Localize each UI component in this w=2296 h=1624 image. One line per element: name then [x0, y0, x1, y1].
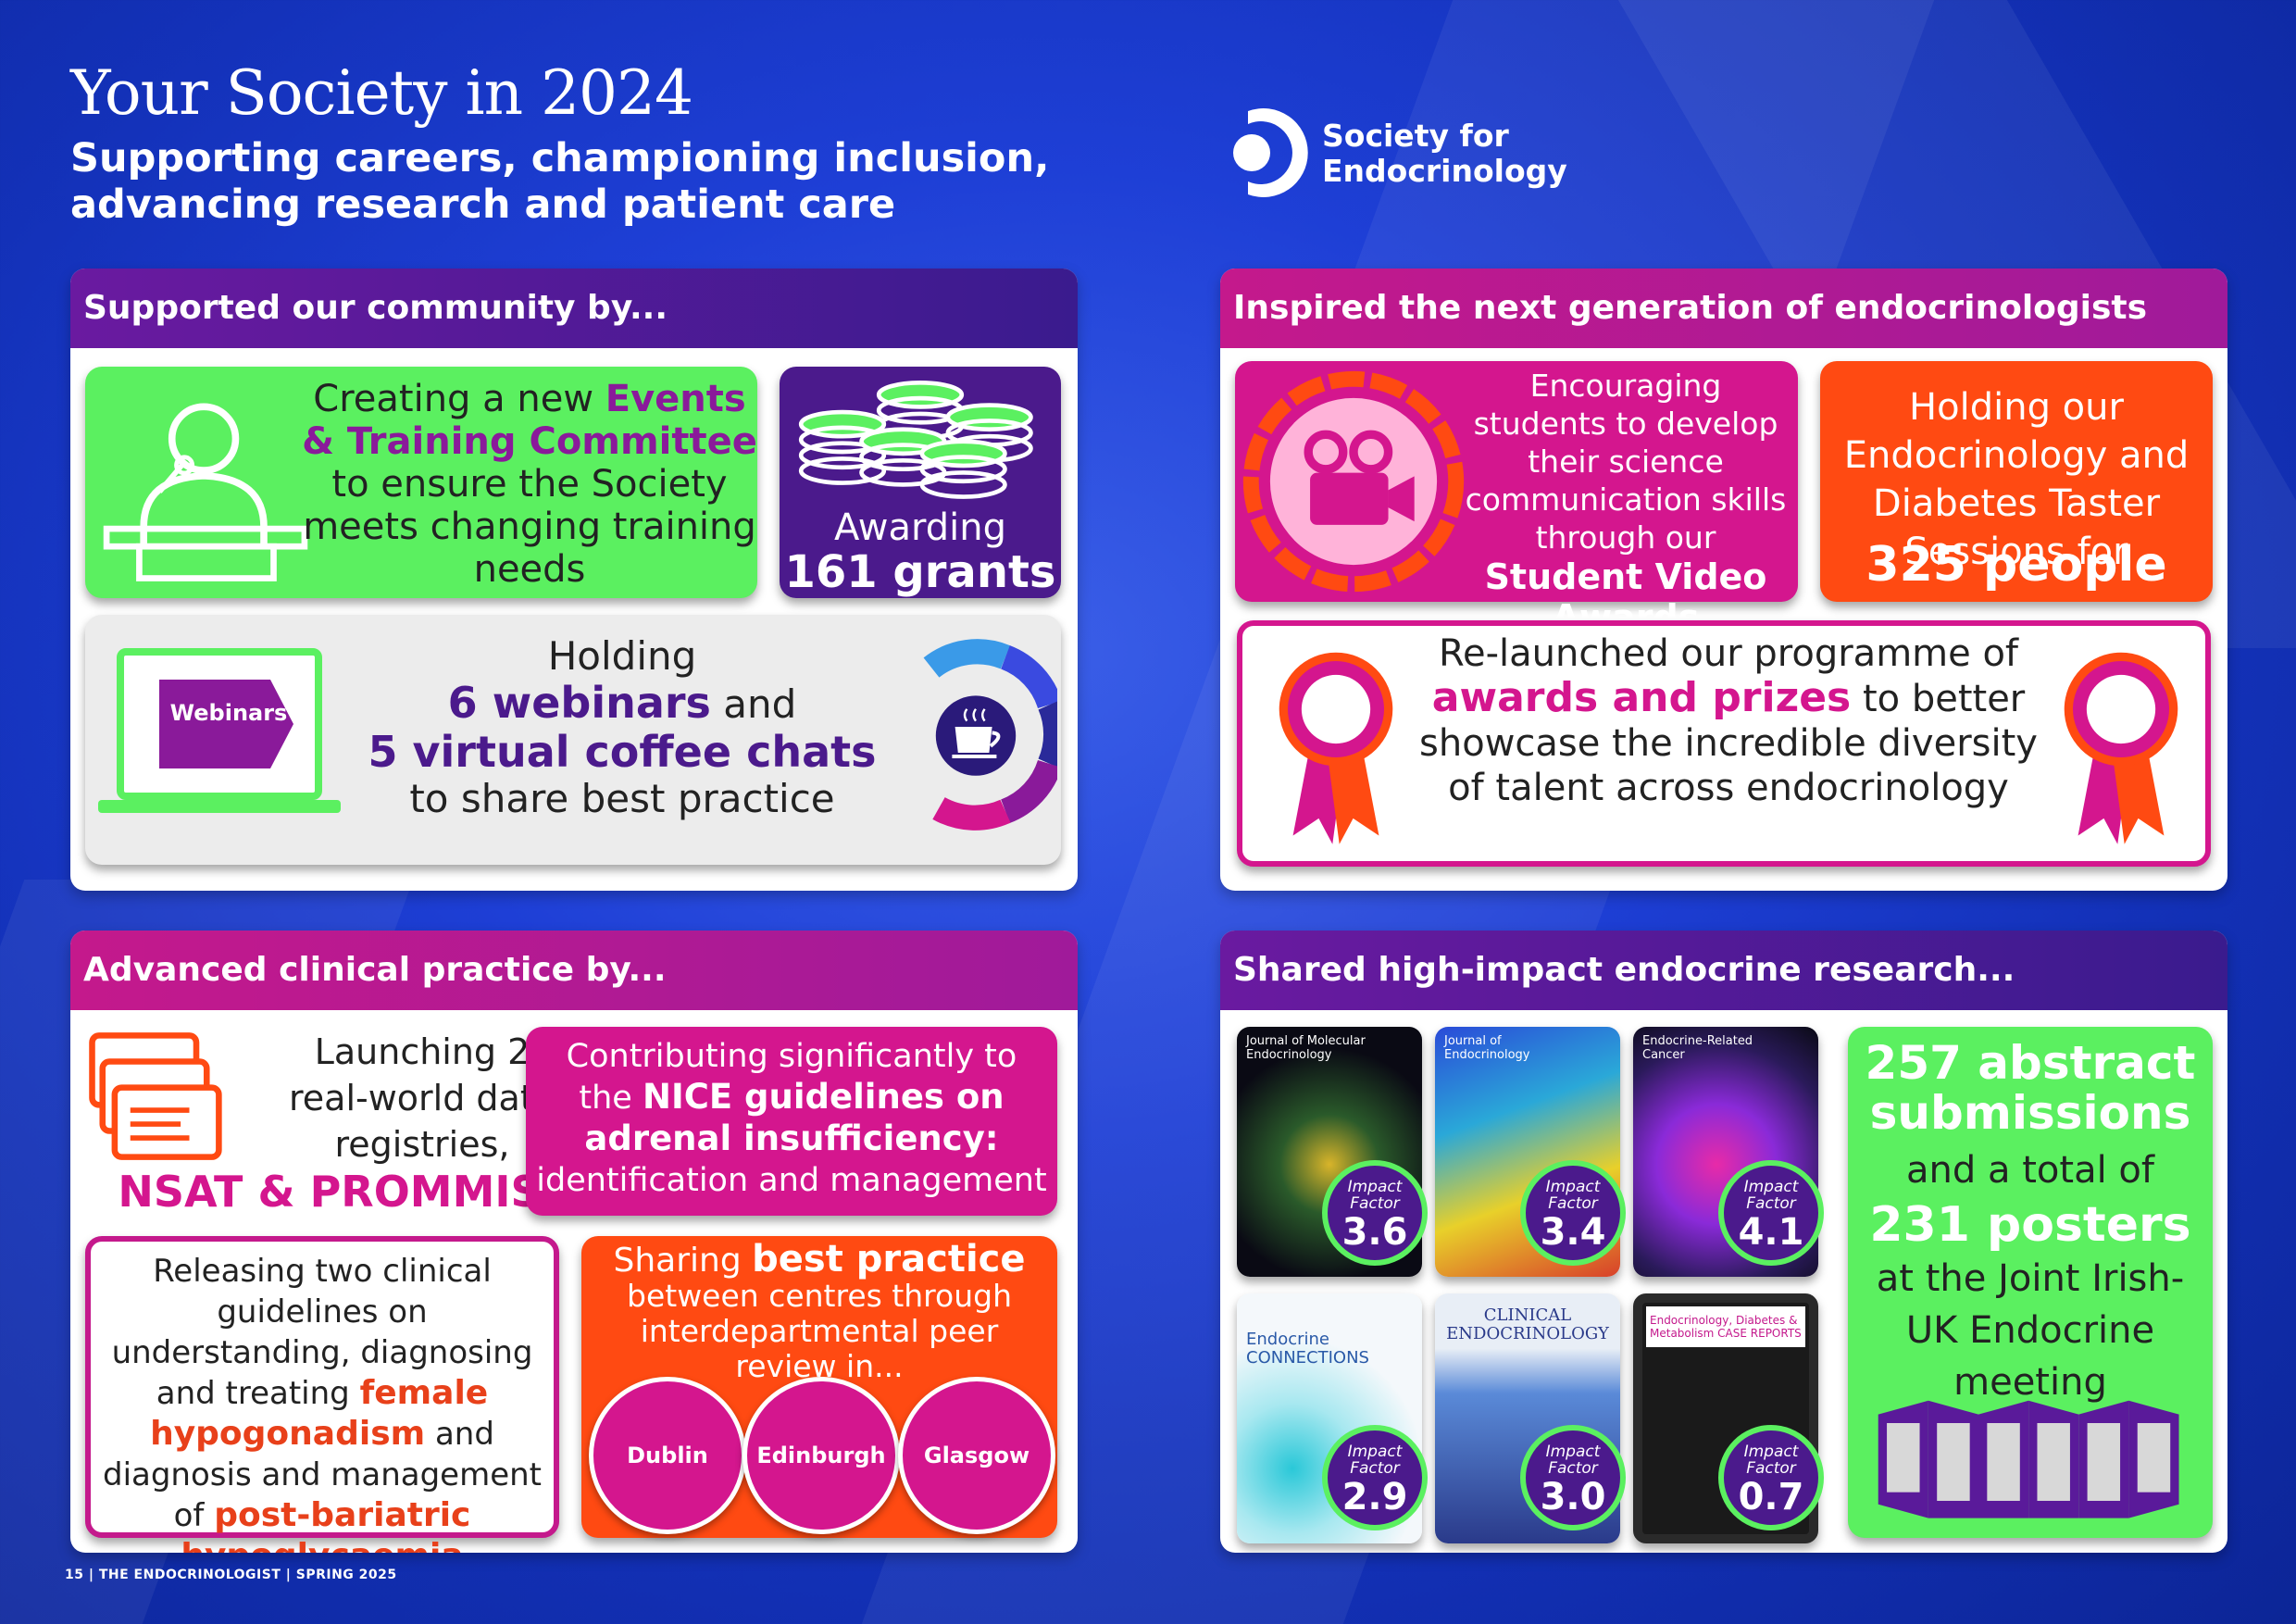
coffee-cup-icon	[923, 639, 1057, 831]
taster-text-pre: Holding our Endocrinology and Diabetes T…	[1843, 386, 2190, 573]
impact-label: Impact Factor	[1743, 1178, 1799, 1213]
video-camera-icon	[1242, 370, 1465, 593]
taster-card: Holding our Endocrinology and Diabetes T…	[1820, 361, 2213, 602]
impact-factor-badge: Impact Factor 2.9	[1322, 1425, 1428, 1530]
journal-title: Journal of Endocrinology	[1444, 1034, 1530, 1062]
abstracts-text-2: at the Joint Irish-UK Endocrine meeting	[1876, 1257, 2185, 1404]
webinars-text-mid: and	[710, 681, 797, 727]
webinars-text-post: to share best practice	[409, 776, 835, 821]
generation-heading: Inspired the next generation of endocrin…	[1220, 269, 2227, 406]
awards-text-post: to better showcase the incredible divers…	[1419, 678, 2038, 809]
city-glasgow: Glasgow	[898, 1377, 1055, 1534]
coin-stacks-icon	[798, 381, 1033, 499]
taster-highlight: 325 people	[1866, 537, 2167, 593]
impact-label: Impact Factor	[1743, 1443, 1799, 1478]
impact-factor-badge: Impact Factor 4.1	[1718, 1160, 1824, 1266]
impact-value: 4.1	[1738, 1211, 1804, 1254]
peer-highlight: best practice	[752, 1238, 1026, 1280]
registries-text-pre: Launching 2 real-world data registries,	[288, 1031, 556, 1165]
logo-mark-icon	[1233, 108, 1308, 197]
research-panel: Shared high-impact endocrine research...…	[1220, 931, 2227, 1553]
generation-panel: Inspired the next generation of endocrin…	[1220, 269, 2227, 891]
journal-title: Endocrine-Related Cancer	[1642, 1034, 1753, 1062]
committee-card: Creating a new Events & Training Committ…	[85, 367, 757, 598]
guidelines-highlight-1: female hypogonadism	[150, 1374, 489, 1453]
nice-card: Contributing significantly to the NICE g…	[526, 1027, 1057, 1216]
nice-text-pre: Contributing significantly to the	[566, 1038, 1017, 1117]
abstracts-highlight-2: 231 posters	[1869, 1197, 2191, 1253]
impact-label: Impact Factor	[1545, 1178, 1601, 1213]
webinars-text-pre: Holding	[547, 633, 697, 679]
guidelines-text-pre: Releasing two clinical guidelines on und…	[111, 1253, 533, 1412]
laptop-icon	[98, 648, 341, 813]
journal-title: CLINICAL ENDOCRINOLOGY	[1446, 1305, 1609, 1343]
peer-review-card: Sharing best practice between centres th…	[581, 1236, 1057, 1538]
grants-card: Awarding 161 grants	[780, 367, 1061, 598]
impact-factor-badge: Impact Factor 3.4	[1520, 1160, 1626, 1266]
abstracts-highlight-1: 257 abstract submissions	[1865, 1036, 2196, 1140]
community-panel: Supported our community by... Creating a…	[70, 269, 1078, 891]
city-dublin: Dublin	[589, 1377, 746, 1534]
video-card: Encouraging students to develop their sc…	[1235, 361, 1798, 638]
awards-text-pre: Re-launched our programme of	[1439, 632, 2018, 675]
nice-text-post: identification and management	[536, 1162, 1047, 1199]
page-subtitle: Supporting careers, championing inclusio…	[70, 135, 1050, 228]
nice-highlight: NICE guidelines on adrenal insufficiency…	[584, 1077, 1004, 1158]
abstracts-text-1: and a total of	[1906, 1149, 2154, 1192]
impact-label: Impact Factor	[1347, 1178, 1403, 1213]
folders-icon	[89, 1032, 222, 1160]
impact-factor-badge: Impact Factor 0.7	[1718, 1425, 1824, 1530]
impact-value: 2.9	[1341, 1476, 1408, 1518]
video-text-pre: Encouraging students to develop their sc…	[1465, 368, 1787, 556]
impact-label: Impact Factor	[1347, 1443, 1403, 1478]
city-edinburgh: Edinburgh	[742, 1377, 900, 1534]
grants-text-pre: Awarding	[834, 506, 1006, 549]
impact-factor-badge: Impact Factor 3.6	[1322, 1160, 1428, 1266]
registries-highlight: NSAT & PROMMIS	[118, 1167, 542, 1217]
impact-factor-badge: Impact Factor 3.0	[1520, 1425, 1626, 1530]
journal-title: Endocrine CONNECTIONS	[1246, 1330, 1369, 1368]
guidelines-highlight-2: post-bariatric hypoglycaemia	[181, 1496, 471, 1553]
committee-text-post: to ensure the Society meets changing tra…	[303, 463, 756, 591]
impact-value: 0.7	[1738, 1476, 1804, 1518]
rosette-icon	[2064, 652, 2178, 844]
peer-text-post: between centres through interdepartmenta…	[627, 1278, 1012, 1384]
guidelines-card: Releasing two clinical guidelines on und…	[85, 1236, 559, 1553]
awards-highlight: awards and prizes	[1431, 674, 1852, 721]
awards-card: Re-launched our programme of awards and …	[1237, 620, 2211, 867]
webinars-card: Webinars Holding 6 webinars and 5 virtua…	[85, 615, 1061, 865]
journal-title: Endocrinology, Diabetes & Metabolism CAS…	[1646, 1306, 1805, 1347]
committee-text-pre: Creating a new	[313, 378, 605, 420]
webinars-highlight-1: 6 webinars	[447, 678, 711, 728]
clinical-panel: Advanced clinical practice by... Launchi…	[70, 931, 1078, 1553]
clinical-heading: Advanced clinical practice by...	[70, 931, 1078, 1010]
impact-value: 3.4	[1540, 1211, 1606, 1254]
webinars-highlight-2: 5 virtual coffee chats	[368, 727, 877, 777]
peer-text-pre: Sharing	[613, 1242, 753, 1280]
journal-title: Journal of Molecular Endocrinology	[1246, 1034, 1366, 1062]
guidelines-text-mid: and diagnosis and management of	[102, 1416, 542, 1534]
community-heading: Supported our community by...	[70, 269, 1078, 348]
speaker-podium-icon	[103, 403, 308, 581]
rosette-icon	[1279, 652, 1393, 844]
committee-highlight: Events & Training Committee	[302, 378, 757, 463]
page-title: Your Society in 2024	[70, 57, 693, 129]
webinars-badge: Webinars	[169, 700, 288, 726]
impact-value: 3.6	[1341, 1211, 1408, 1254]
society-logo: Society for Endocrinology	[1220, 104, 1646, 206]
poster-boards-icon	[1878, 1400, 2179, 1518]
logo-line-2: Endocrinology	[1322, 153, 1567, 189]
page-footer: 15 | THE ENDOCRINOLOGIST | SPRING 2025	[65, 1568, 397, 1582]
research-heading: Shared high-impact endocrine research...	[1220, 931, 2227, 1010]
impact-value: 3.0	[1540, 1476, 1606, 1518]
grants-highlight: 161 grants	[784, 546, 1056, 598]
abstracts-card: 257 abstract submissions and a total of …	[1848, 1027, 2213, 1538]
logo-line-1: Society for	[1322, 118, 1509, 154]
impact-label: Impact Factor	[1545, 1443, 1601, 1478]
